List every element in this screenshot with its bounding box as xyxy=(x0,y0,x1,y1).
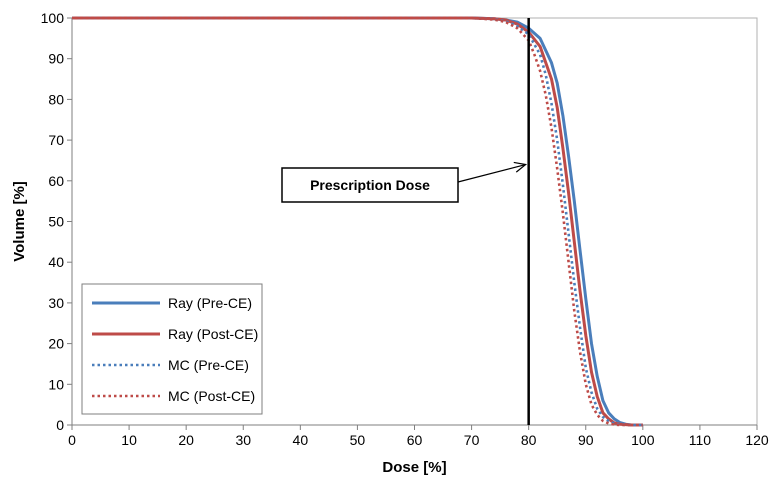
x-tick-label: 90 xyxy=(578,432,594,448)
y-tick-label: 0 xyxy=(56,417,64,433)
legend-label-0: Ray (Pre-CE) xyxy=(168,295,252,311)
annotation-label: Prescription Dose xyxy=(310,177,430,193)
y-tick-label: 60 xyxy=(48,173,64,189)
x-tick-label: 50 xyxy=(350,432,366,448)
legend-box xyxy=(81,283,263,415)
y-tick-labels: 0 10 20 30 40 50 60 70 80 90 100 xyxy=(41,10,72,433)
legend-label-1: Ray (Post-CE) xyxy=(168,326,258,342)
x-tick-label: 120 xyxy=(745,432,769,448)
x-axis-title: Dose [%] xyxy=(382,459,446,476)
x-tick-label: 40 xyxy=(293,432,309,448)
x-tick-label: 70 xyxy=(464,432,480,448)
y-tick-label: 90 xyxy=(48,51,64,67)
legend-label-2: MC (Pre-CE) xyxy=(168,357,249,373)
y-tick-label: 80 xyxy=(48,91,64,107)
y-tick-label: 40 xyxy=(48,254,64,270)
x-tick-label: 20 xyxy=(178,432,194,448)
legend-label-3: MC (Post-CE) xyxy=(168,388,255,404)
prescription-annotation: Prescription Dose xyxy=(281,18,530,425)
y-tick-label: 100 xyxy=(41,10,65,26)
series-lines xyxy=(72,16,643,427)
y-tick-label: 20 xyxy=(48,336,64,352)
annotation-box xyxy=(281,167,459,203)
y-tick-label: 30 xyxy=(48,295,64,311)
series-line-3 xyxy=(72,16,632,427)
x-tick-label: 30 xyxy=(235,432,251,448)
x-tick-label: 60 xyxy=(407,432,423,448)
legend: Ray (Pre-CE) Ray (Post-CE) MC (Pre-CE) MC (… xyxy=(81,283,263,415)
x-tick-label: 100 xyxy=(631,432,655,448)
x-tick-label: 80 xyxy=(521,432,537,448)
x-tick-labels: 0 10 20 30 40 50 60 70 80 90 100 110 120 xyxy=(68,425,769,448)
y-tick-label: 10 xyxy=(48,376,64,392)
y-axis-title: Volume [%] xyxy=(11,181,28,262)
y-tick-label: 70 xyxy=(48,132,64,148)
x-tick-label: 0 xyxy=(68,432,76,448)
x-tick-label: 110 xyxy=(689,432,712,448)
y-tick-label: 50 xyxy=(48,214,64,230)
annotation-arrow xyxy=(457,163,526,183)
x-tick-label: 10 xyxy=(121,432,137,448)
annotation-arrowhead xyxy=(513,161,528,173)
